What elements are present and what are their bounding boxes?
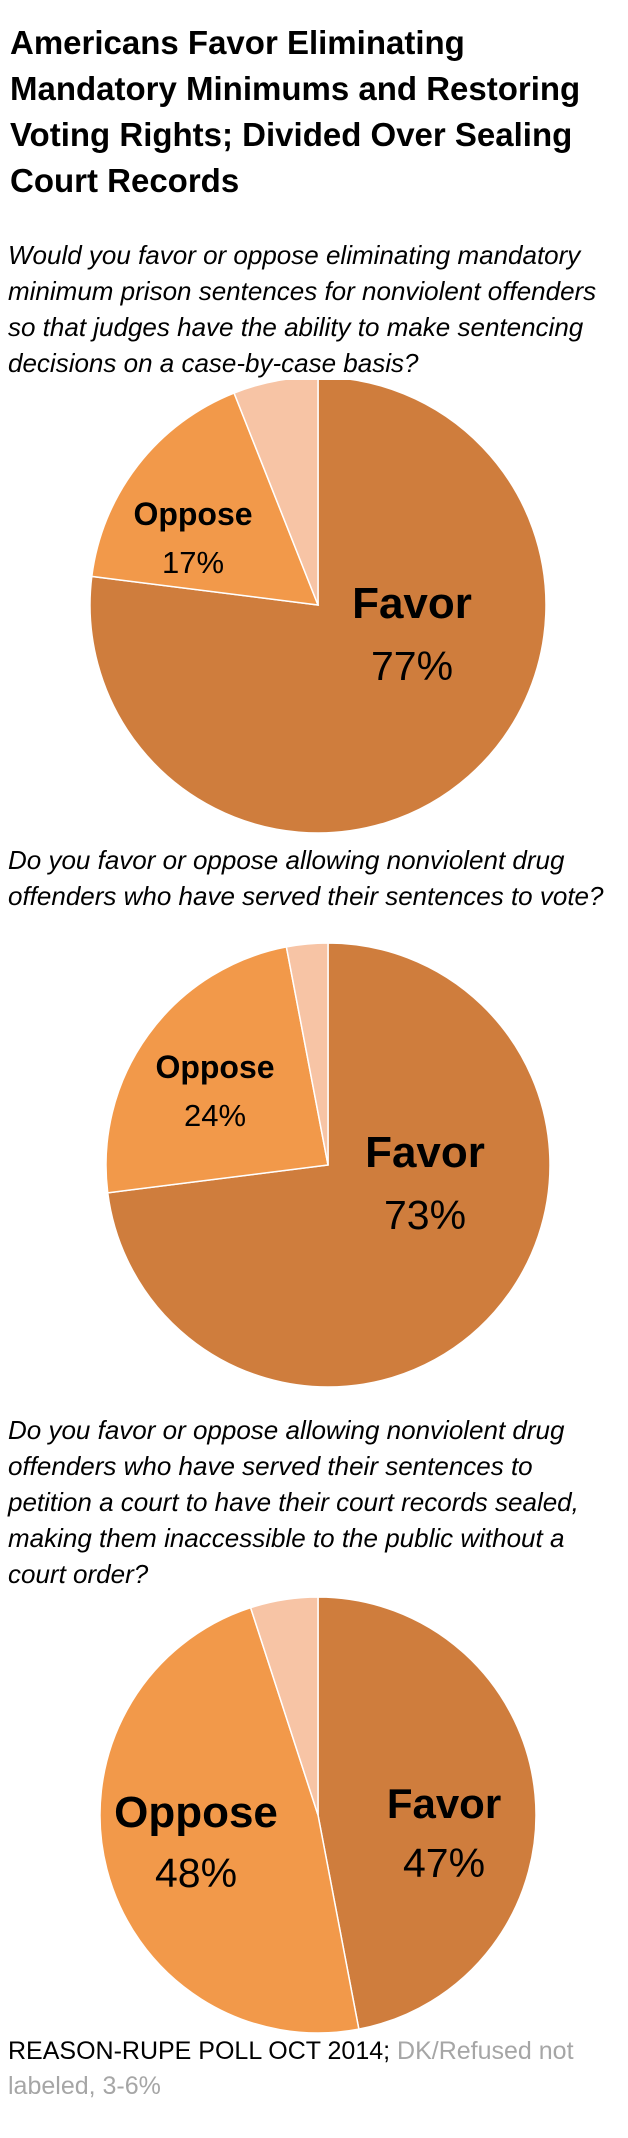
pie-chart-1-slices — [89, 380, 547, 834]
pie-chart-2: Oppose 24% Favor 73% — [0, 930, 628, 1390]
source-footer: REASON-RUPE POLL OCT 2014; DK/Refused no… — [8, 2034, 608, 2104]
question-2: Do you favor or oppose allowing nonviole… — [8, 845, 604, 911]
chart-title: Americans Favor Eliminating Mandatory Mi… — [10, 24, 581, 199]
question-3: Do you favor or oppose allowing nonviole… — [8, 1415, 579, 1589]
question-1: Would you favor or oppose eliminating ma… — [8, 240, 597, 378]
pie-chart-1-svg: Oppose 17% Favor 77% — [89, 380, 547, 834]
oppose-value-2: 24% — [184, 1098, 246, 1133]
favor-slice-3 — [317, 1596, 537, 2031]
favor-value-2: 73% — [384, 1192, 466, 1238]
pie-chart-1: Oppose 17% Favor 77% — [0, 380, 628, 840]
pie-chart-3-svg: Oppose 48% Favor 47% — [99, 1596, 537, 2034]
oppose-value-1: 17% — [162, 545, 224, 580]
dk-note: DK/Refused not labeled, 3-6% — [8, 2037, 574, 2100]
pie-chart-2-svg: Oppose 24% Favor 73% — [105, 942, 551, 1388]
oppose-label-1: Oppose — [133, 496, 252, 532]
pie-chart-3-slices — [99, 1596, 537, 2034]
oppose-slice-2 — [105, 946, 329, 1194]
dk-slice-1 — [233, 380, 319, 606]
dk-slice-2 — [285, 942, 329, 1166]
pie-chart-2-slices — [105, 942, 551, 1388]
source-text: REASON-RUPE POLL OCT 2014; — [8, 2037, 391, 2065]
favor-value-1: 77% — [371, 643, 453, 689]
pie-chart-3: Oppose 48% Favor 47% — [0, 1580, 628, 2040]
favor-label-2: Favor — [365, 1128, 485, 1177]
oppose-label-2: Oppose — [155, 1049, 274, 1085]
dk-slice-3 — [249, 1596, 319, 1816]
favor-label-3: Favor — [387, 1780, 501, 1827]
oppose-label-3: Oppose — [114, 1788, 278, 1837]
oppose-slice-3 — [99, 1606, 360, 2034]
oppose-slice-1 — [90, 392, 320, 606]
favor-value-3: 47% — [403, 1840, 485, 1886]
favor-label-1: Favor — [352, 579, 472, 628]
oppose-value-3: 48% — [155, 1850, 237, 1896]
favor-slice-2 — [106, 942, 551, 1388]
favor-slice-1 — [89, 380, 547, 834]
